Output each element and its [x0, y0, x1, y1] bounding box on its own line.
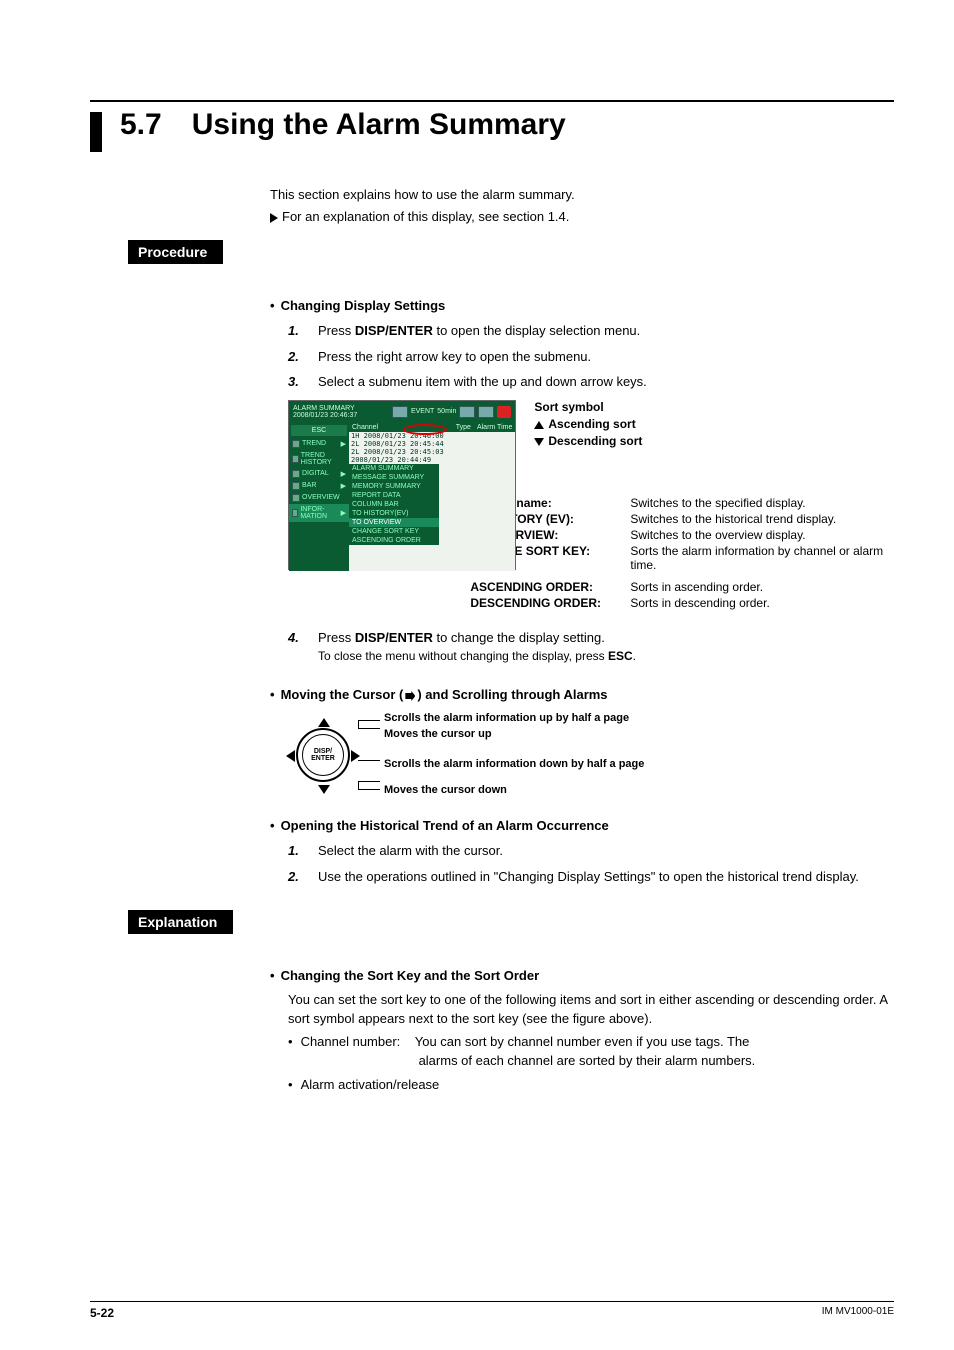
menu-digital[interactable]: DIGITAL▶	[289, 468, 349, 480]
annot-ascending: ASCENDING ORDER:Sorts in ascending order…	[470, 580, 894, 594]
status-icon	[478, 406, 494, 418]
dpad-diagram: DISP/ ENTER	[288, 716, 358, 796]
intro-line2: For an explanation of this display, see …	[270, 208, 894, 226]
triangle-down-icon	[534, 438, 544, 446]
oht-step-1: 1. Select the alarm with the cursor.	[288, 841, 894, 861]
cursor-scroll-down-label: Scrolls the alarm information down by ha…	[384, 758, 644, 770]
sub-report-data[interactable]: REPORT DATA	[349, 491, 439, 500]
sub-column-bar[interactable]: COLUMN BAR	[349, 500, 439, 509]
step-number: 2.	[288, 867, 306, 887]
annot-display-name: Display name:Switches to the specified d…	[470, 496, 894, 510]
arrow-right-icon	[405, 691, 415, 701]
step-number: 4.	[288, 628, 306, 666]
step-number: 1.	[288, 321, 306, 341]
changing-display-settings-head: •Changing Display Settings	[270, 298, 894, 313]
title-bar-decoration	[90, 112, 102, 152]
step-number: 1.	[288, 841, 306, 861]
annot-descending: DESCENDING ORDER:Sorts in descending ord…	[470, 596, 894, 610]
dpad-down-icon	[318, 785, 330, 794]
menu-information[interactable]: INFOR- MATION▶	[289, 504, 349, 522]
device-screenshot: ALARM SUMMARY 2008/01/23 20:46:37 EVENT …	[288, 400, 516, 570]
step-4: 4. Press DISP/ENTER to change the displa…	[288, 628, 894, 666]
menu-overview[interactable]: OVERVIEW	[289, 492, 349, 504]
disp-icon	[392, 406, 408, 418]
intro-line1: This section explains how to use the ala…	[270, 186, 894, 204]
csk-bullet-alarm: • Alarm activation/release	[288, 1075, 894, 1095]
triangle-up-icon	[534, 421, 544, 429]
section-title: Using the Alarm Summary	[192, 108, 566, 142]
sub-message-summary[interactable]: MESSAGE SUMMARY	[349, 473, 439, 482]
oht-step-2: 2. Use the operations outlined in "Chang…	[288, 867, 894, 887]
csk-bullet-channel: • Channel number: You can sort by channe…	[288, 1032, 894, 1071]
sub-memory-summary[interactable]: MEMORY SUMMARY	[349, 482, 439, 491]
explanation-label: Explanation	[128, 910, 233, 934]
section-number: 5.7	[120, 108, 162, 142]
menu-trend-history[interactable]: TREND HISTORY	[289, 450, 349, 468]
sub-to-overview[interactable]: TO OVERVIEW	[349, 518, 439, 527]
dpad-left-icon	[286, 750, 295, 762]
annot-change-sort-key: CHANGE SORT KEY:Sorts the alarm informat…	[470, 544, 894, 572]
alarm-icon	[497, 406, 511, 418]
highlight-circle-icon	[403, 424, 447, 435]
doc-id: IM MV1000-01E	[822, 1306, 894, 1320]
section-header: 5.7 Using the Alarm Summary	[90, 108, 894, 152]
sort-symbol-label: Sort symbol	[534, 400, 894, 414]
step-1: 1. Press DISP/ENTER to open the display …	[288, 321, 894, 341]
step-number: 2.	[288, 347, 306, 367]
status-icon	[459, 406, 475, 418]
sub-change-sort-key[interactable]: CHANGE SORT KEY	[349, 527, 439, 536]
procedure-label: Procedure	[128, 240, 223, 264]
step-3: 3. Select a submenu item with the up and…	[288, 372, 894, 392]
opening-historical-trend-head: •Opening the Historical Trend of an Alar…	[270, 818, 894, 833]
sub-ascending-order[interactable]: ASCENDING ORDER	[349, 536, 439, 545]
cursor-move-up-label: Moves the cursor up	[384, 728, 644, 740]
triangle-icon	[270, 213, 278, 223]
moving-cursor-head: •Moving the Cursor () and Scrolling thro…	[270, 687, 894, 702]
page-footer: 5-22 IM MV1000-01E	[90, 1301, 894, 1320]
esc-button[interactable]: ESC	[291, 425, 347, 436]
page-number: 5-22	[90, 1306, 114, 1320]
changing-sort-key-head: •Changing the Sort Key and the Sort Orde…	[270, 968, 894, 983]
cursor-scroll-up-label: Scrolls the alarm information up by half…	[384, 712, 644, 724]
dpad-up-icon	[318, 718, 330, 727]
annot-to-overview: TO OVERVIEW:Switches to the overview dis…	[470, 528, 894, 542]
sub-alarm-summary[interactable]: ALARM SUMMARY	[349, 464, 439, 473]
csk-para: You can set the sort key to one of the f…	[288, 991, 894, 1027]
cursor-move-down-label: Moves the cursor down	[384, 784, 644, 796]
sub-to-history[interactable]: TO HISTORY(EV)	[349, 509, 439, 518]
menu-trend[interactable]: TREND▶	[289, 438, 349, 450]
menu-bar[interactable]: BAR▶	[289, 480, 349, 492]
annot-to-history: TO HISTORY (EV):Switches to the historic…	[470, 512, 894, 526]
step-number: 3.	[288, 372, 306, 392]
step-2: 2. Press the right arrow key to open the…	[288, 347, 894, 367]
dpad-center: DISP/ ENTER	[296, 728, 350, 782]
